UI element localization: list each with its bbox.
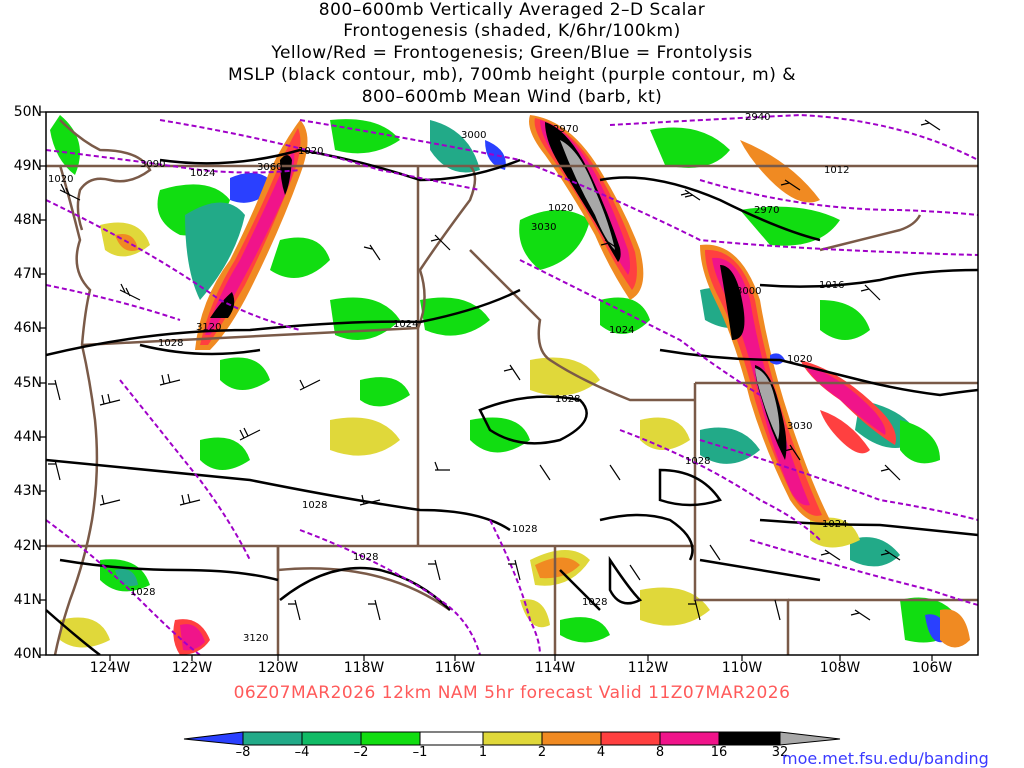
mslp-label: 1020: [298, 146, 323, 157]
mslp-label: 1020: [548, 203, 573, 214]
height-label: 3000: [736, 286, 761, 297]
mslp-label: 1028: [685, 456, 710, 467]
title-line-5: 800–600mb Mean Wind (barb, kt): [361, 87, 663, 107]
height-label: 2970: [553, 124, 578, 135]
height-label: 3120: [196, 322, 221, 333]
lat-label: 43N: [13, 483, 42, 499]
mslp-label: 1028: [582, 597, 607, 608]
height-labels: 3090 3060 3000 2970 2940 2970 3030 3000 …: [140, 112, 812, 644]
forecast-valid-text: 06Z07MAR2026 12km NAM 5hr forecast Valid…: [233, 683, 791, 703]
lat-label: 40N: [13, 646, 42, 662]
lon-label: 118W: [343, 660, 385, 676]
state-boundaries: [46, 119, 978, 655]
lat-label: 46N: [13, 320, 42, 336]
mslp-label: 1012: [824, 165, 849, 176]
mslp-label: 1020: [787, 354, 812, 365]
lat-label: 49N: [13, 158, 42, 174]
mslp-label: 1024: [190, 168, 215, 179]
height-label: 3030: [787, 421, 812, 432]
colorbar-label: –8: [235, 745, 251, 760]
map-field: 1020 1020 1024 1020 1012 1016 1024 1028 …: [46, 112, 978, 655]
colorbar-label: 8: [655, 745, 665, 760]
height-label: 3090: [140, 159, 165, 170]
colorbar-label: –1: [412, 745, 428, 760]
height-label: 2940: [745, 112, 770, 123]
title-line-1: 800–600mb Vertically Averaged 2–D Scalar: [318, 0, 706, 20]
lat-label: 47N: [13, 266, 42, 282]
colorbar: [183, 731, 841, 746]
mslp-contours: [46, 148, 978, 655]
mslp-label: 1028: [158, 338, 183, 349]
colorbar-label: 2: [537, 745, 547, 760]
colorbar-label: 16: [710, 745, 728, 760]
title-line-2: Frontogenesis (shaded, K/6hr/100km): [343, 21, 681, 41]
title-line-4: MSLP (black contour, mb), 700mb height (…: [227, 65, 797, 85]
lat-label: 42N: [13, 538, 42, 554]
height-label: 3000: [461, 130, 486, 141]
lat-label: 48N: [13, 212, 42, 228]
mslp-label: 1024: [393, 319, 418, 330]
height-label: 3060: [257, 162, 282, 173]
mslp-label: 1028: [302, 500, 327, 511]
lon-label: 122W: [171, 660, 213, 676]
lon-label: 120W: [257, 660, 299, 676]
mslp-labels: 1020 1020 1024 1020 1012 1016 1024 1028 …: [48, 146, 849, 608]
lat-label: 50N: [13, 104, 42, 120]
colorbar-label: 32: [771, 745, 789, 760]
height-label: 3120: [243, 633, 268, 644]
mslp-label: 1028: [512, 524, 537, 535]
height-contours: [46, 113, 978, 655]
colorbar-label: –4: [294, 745, 310, 760]
lon-label: 110W: [721, 660, 763, 676]
title-line-3: Yellow/Red = Frontogenesis; Green/Blue =…: [271, 43, 753, 63]
colorbar-label: 4: [596, 745, 606, 760]
lon-label: 124W: [89, 660, 131, 676]
lat-label: 41N: [13, 592, 42, 608]
lon-label: 114W: [534, 660, 576, 676]
lat-label: 45N: [13, 375, 42, 391]
lon-label: 112W: [627, 660, 669, 676]
mslp-label: 1028: [353, 552, 378, 563]
mslp-label: 1016: [819, 280, 844, 291]
height-label: 3030: [531, 222, 556, 233]
colorbar-label: –2: [353, 745, 369, 760]
mslp-label: 1028: [555, 394, 580, 405]
mslp-label: 1024: [822, 519, 847, 530]
colorbar-label: 1: [478, 745, 488, 760]
height-label: 2970: [754, 205, 779, 216]
mslp-label: 1020: [48, 174, 73, 185]
axis-ticks: [40, 111, 933, 661]
wind-barbs: [48, 119, 941, 621]
source-credit-link[interactable]: moe.met.fsu.edu/banding: [782, 749, 989, 768]
lon-label: 106W: [911, 660, 953, 676]
lon-label: 108W: [819, 660, 861, 676]
lat-label: 44N: [13, 429, 42, 445]
mslp-label: 1024: [609, 325, 634, 336]
mslp-label: 1028: [130, 587, 155, 598]
lon-label: 116W: [434, 660, 476, 676]
